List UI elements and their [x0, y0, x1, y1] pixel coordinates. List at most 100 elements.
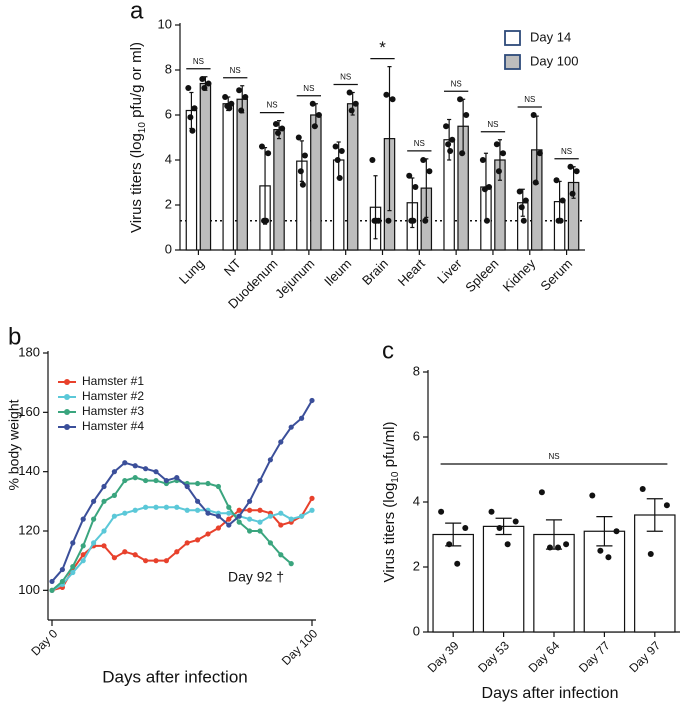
series-point [195, 507, 201, 513]
data-point [338, 148, 345, 154]
x-tick-label: Day 97 [626, 638, 663, 675]
legend-label: Hamster #1 [82, 374, 144, 388]
data-point [369, 157, 376, 163]
data-point [265, 150, 272, 157]
significance-label: NS [524, 95, 535, 104]
series-point [278, 552, 284, 558]
series-point [184, 507, 190, 513]
series-point [247, 516, 253, 522]
data-point [222, 94, 229, 100]
significance-label: * [379, 38, 386, 57]
significance-label: NS [230, 66, 241, 75]
series-point [122, 460, 128, 466]
y-tick-label: 180 [18, 344, 40, 359]
series-point [80, 558, 86, 564]
panel-letter: a [130, 0, 144, 24]
data-point [348, 107, 355, 114]
series-point [122, 477, 128, 484]
significance-label: NS [193, 57, 204, 66]
bar [482, 525, 525, 633]
data-point [187, 114, 194, 121]
legend-dot [64, 409, 70, 415]
data-point [242, 94, 249, 100]
series-point [111, 492, 117, 498]
data-point [569, 190, 576, 197]
series-point [226, 516, 232, 522]
data-point [555, 544, 562, 551]
data-point [299, 181, 306, 188]
data-point [352, 100, 359, 107]
series-point [59, 578, 65, 585]
data-point [462, 525, 469, 531]
series-point [163, 477, 169, 484]
series-point [195, 537, 201, 543]
series-point [163, 558, 169, 564]
data-point [295, 134, 302, 141]
series-point [205, 510, 211, 516]
legend-label: Day 100 [530, 53, 578, 68]
series-point [195, 480, 201, 487]
bar [583, 530, 626, 633]
bar [310, 114, 322, 251]
y-label-part: 10 [390, 471, 401, 483]
x-tick-label: Serum [537, 256, 575, 294]
data-point [426, 168, 433, 175]
data-point [189, 127, 196, 134]
significance-label: NS [487, 120, 498, 129]
bar [199, 82, 212, 251]
series-point [101, 483, 107, 490]
x-tick-label: Kidney [500, 256, 539, 295]
legend-label: Hamster #2 [82, 389, 144, 403]
series-point [226, 510, 232, 516]
series-point [70, 564, 76, 570]
data-point [538, 489, 545, 496]
data-point [201, 85, 208, 91]
data-point [420, 157, 427, 163]
data-point [500, 150, 507, 157]
data-point [567, 163, 574, 170]
data-point [516, 188, 523, 195]
bar [236, 98, 248, 251]
series-point [267, 457, 273, 463]
series-point [111, 513, 117, 519]
data-point [297, 168, 304, 175]
data-point [422, 217, 429, 224]
series-point [111, 469, 117, 475]
data-point [238, 107, 245, 114]
data-point [346, 89, 353, 96]
data-point [454, 560, 461, 567]
series-point [143, 466, 149, 472]
y-tick-label: 10 [158, 16, 172, 31]
data-point [557, 217, 564, 224]
data-point [605, 554, 612, 561]
data-point [463, 112, 470, 118]
series-point [278, 522, 284, 528]
legend-dot [64, 394, 70, 400]
data-point [559, 197, 566, 204]
data-point [495, 168, 502, 175]
series-point [257, 477, 263, 484]
data-point [553, 177, 560, 184]
legend-swatch [504, 30, 521, 46]
y-tick-label: 6 [165, 106, 172, 121]
series-point [288, 424, 294, 430]
y-tick-label: 4 [165, 151, 172, 166]
annotation: Day 92 † [228, 569, 284, 585]
series-point [257, 507, 263, 513]
data-point [639, 486, 646, 492]
data-point [205, 80, 212, 87]
y-label-part: pfu/g or ml) [128, 42, 145, 122]
series-line [51, 399, 313, 583]
series-point [257, 528, 263, 534]
series-point [184, 540, 190, 546]
data-point [512, 518, 519, 525]
data-point [481, 186, 488, 193]
data-point [334, 157, 341, 163]
series-point [91, 540, 97, 546]
bar [533, 533, 575, 633]
data-point [532, 179, 539, 186]
data-point [447, 148, 454, 154]
data-point [311, 123, 318, 130]
data-point [279, 125, 286, 132]
data-point [389, 96, 396, 103]
